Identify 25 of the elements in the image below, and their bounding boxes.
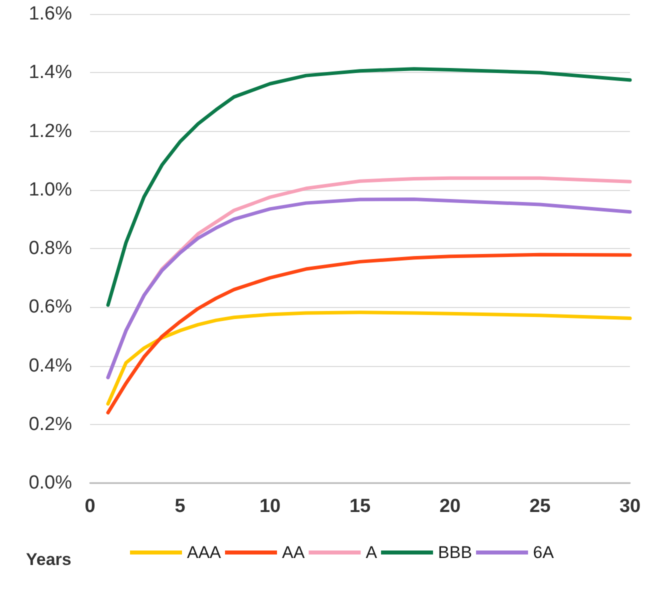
x-tick-label: 10 [259,496,281,517]
legend-label: AA [282,543,306,562]
legend-label: 6A [533,543,555,562]
y-tick-label: 0.6% [28,296,72,318]
y-tick-label: 1.4% [28,62,72,84]
x-axis-title: Years [26,550,72,569]
x-tick-label: 20 [439,496,461,517]
line-series [106,252,632,414]
y-tick-label: 0.4% [28,355,72,376]
y-tick-label: 0.2% [28,414,72,435]
y-tick-label: 1.0% [28,179,72,200]
x-tick-label: 25 [529,496,551,517]
y-tick-label: 0.8% [28,238,72,259]
legend-label: AAA [187,543,222,562]
x-tick-label: 0 [84,496,96,517]
y-tick-label: 0.0% [28,472,72,494]
x-tick-label: 30 [619,496,641,517]
legend-label: BBB [438,543,472,562]
x-tick-label: 15 [349,496,371,517]
y-tick-label: 1.2% [28,120,72,142]
y-tick-label: 1.6% [28,4,72,24]
legend-label: A [366,543,378,562]
line-series [106,310,632,406]
x-tick-label: 5 [174,496,186,517]
line-series [106,67,632,307]
